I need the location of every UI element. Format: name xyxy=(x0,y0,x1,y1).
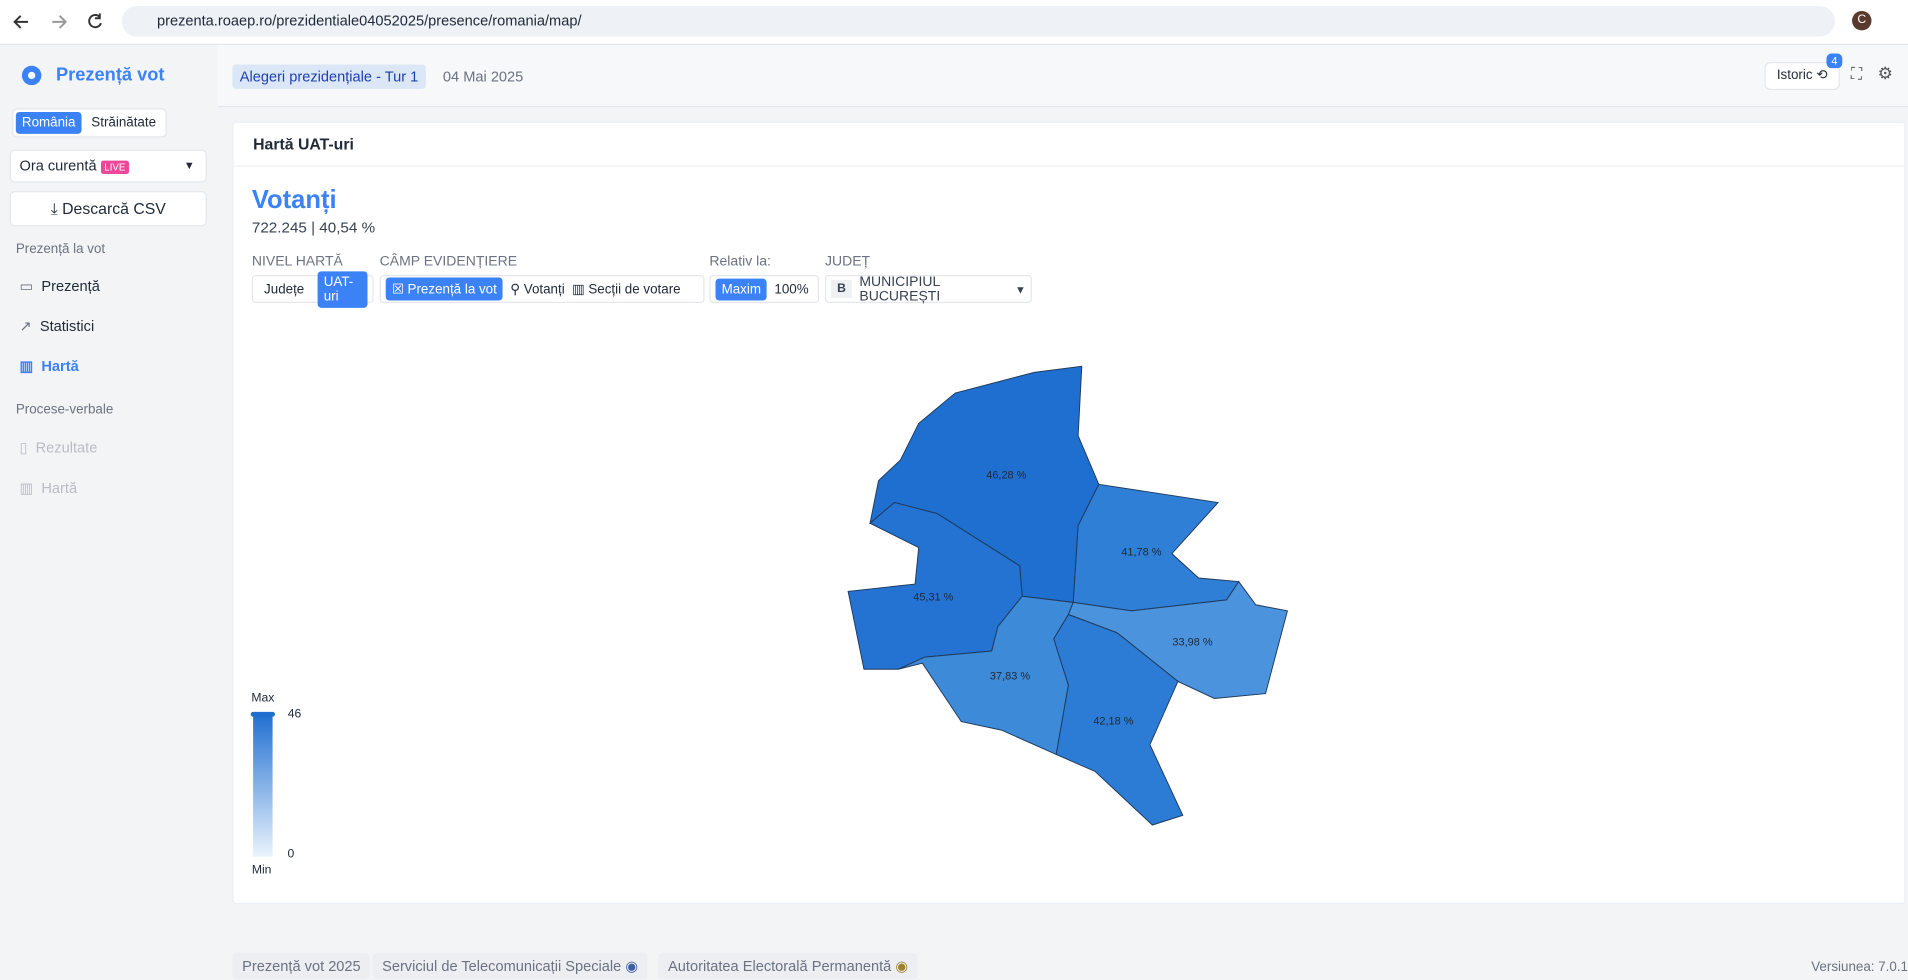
option-label: Prezență la vot xyxy=(407,282,497,297)
nav-label: Hartă xyxy=(41,357,79,375)
section-title: Prezență la vot xyxy=(15,242,106,257)
nav-label: Hartă xyxy=(41,479,78,497)
section-title: Procese-verbale xyxy=(15,402,114,418)
option[interactable]: 100% xyxy=(774,281,809,297)
region[interactable] xyxy=(1053,613,1184,826)
region-label: 37,83 % xyxy=(990,670,1030,682)
nav-label: Rezultate xyxy=(35,439,98,457)
county-code: B xyxy=(831,279,853,299)
election-tag: Alegeri prezidențiale - Tur 1 xyxy=(232,64,426,89)
tab[interactable]: Străinătate xyxy=(91,115,157,131)
avatar[interactable]: C xyxy=(1852,10,1872,31)
download-label: Descarcă CSV xyxy=(62,199,166,218)
legend-marker xyxy=(250,711,276,717)
nav-item[interactable]: ▭ Prezență xyxy=(19,277,100,295)
footer-label: Autoritatea Electorală Permanentă xyxy=(668,957,892,975)
footer-item: Prezență vot 2025 xyxy=(232,952,371,980)
region-label: 41,78 % xyxy=(1121,546,1161,558)
region-label: 42,18 % xyxy=(1093,715,1133,727)
brand-logo xyxy=(21,65,42,86)
legend-min: Min xyxy=(252,862,272,876)
nav-item[interactable]: ▯ Rezultate xyxy=(19,439,98,457)
fullscreen-button[interactable]: ⛶ xyxy=(1850,64,1862,83)
option[interactable]: UAT-uri xyxy=(317,270,368,308)
option[interactable]: ⚲ Votanți xyxy=(510,282,565,297)
browser-bar: prezenta.roaep.ro/prezidentiale04052025/… xyxy=(0,0,1908,46)
footer-item[interactable]: Serviciul de Telecomunicații Speciale ◉ xyxy=(372,952,648,980)
time-label: Ora curentă xyxy=(19,156,97,175)
control-label: Relativ la: xyxy=(709,254,771,269)
legend-max-value: 46 xyxy=(288,707,302,721)
region-label: 46,28 % xyxy=(986,470,1026,482)
sidebar: Prezență vot România Străinătate Ora cure… xyxy=(0,45,217,978)
settings-button[interactable]: ⚙ xyxy=(1877,63,1893,83)
region-label: 33,98 % xyxy=(1172,636,1212,648)
address-bar[interactable]: prezenta.roaep.ro/prezidentiale04052025/… xyxy=(121,6,1835,37)
option[interactable]: ☒ Prezență la vot xyxy=(385,277,503,301)
level-toggle: Județe UAT-uri xyxy=(251,270,374,308)
region-label: 45,31 % xyxy=(913,591,953,603)
relative-toggle: Maxim 100% xyxy=(709,275,819,303)
tab[interactable]: România xyxy=(15,111,82,134)
footer-label: Serviciul de Telecomunicații Speciale xyxy=(382,957,622,975)
legend-bar xyxy=(253,713,273,857)
version: Versiunea: 7.0.1 xyxy=(1811,960,1908,975)
option[interactable]: Maxim xyxy=(715,278,768,300)
card-title: Hartă UAT-uri xyxy=(253,135,354,154)
nav-item[interactable]: ▥ Hartă xyxy=(19,357,79,375)
brand: Prezență vot xyxy=(55,64,165,86)
nav-item[interactable]: ▥ Hartă xyxy=(19,479,78,497)
nav-item[interactable]: ↗ Statistici xyxy=(19,317,95,335)
metric-count: 722.245 xyxy=(251,219,307,237)
country-tabs: România Străinătate xyxy=(12,108,167,138)
metric-title: Votanți xyxy=(251,186,337,215)
option[interactable]: ▥ Secții de votare xyxy=(571,282,681,297)
legend-max: Max xyxy=(251,691,274,705)
control-label: CÂMP EVIDENȚIERE xyxy=(379,254,518,269)
field-toggle: ☒ Prezență la vot ⚲ Votanți ▥ Secții de vo… xyxy=(379,275,705,303)
option[interactable]: Județe xyxy=(264,281,305,297)
url: prezenta.roaep.ro/prezidentiale04052025/… xyxy=(156,12,582,30)
legend-min-value: 0 xyxy=(287,846,294,860)
option-label: Votanți xyxy=(523,282,565,297)
nav-label: Prezență xyxy=(41,277,100,295)
date: 04 Mai 2025 xyxy=(442,68,524,86)
history-label: Istoric xyxy=(1776,68,1813,83)
topbar: Alegeri prezidențiale - Tur 1 04 Mai 202… xyxy=(217,45,1908,108)
metric-summary: 722.245 | 40,54 % xyxy=(251,219,376,237)
footer-item[interactable]: Autoritatea Electorală Permanentă ◉ xyxy=(658,952,918,980)
time-select[interactable]: Ora curentă LIVE ▼ xyxy=(9,149,207,183)
nav-label: Statistici xyxy=(39,317,95,335)
control-label: JUDEȚ xyxy=(825,254,871,269)
county-select[interactable]: B MUNICIPIUL BUCUREȘTI ▼ xyxy=(825,274,1032,304)
control-label: NIVEL HARTĂ xyxy=(251,254,343,269)
card-header xyxy=(233,123,1905,167)
nav-buttons[interactable] xyxy=(10,10,107,34)
download-button[interactable]: ⤓ Descarcă CSV xyxy=(9,191,207,227)
county-name: MUNICIPIUL BUCUREȘTI xyxy=(859,274,941,304)
metric-percent: 40,54 % xyxy=(319,219,376,237)
history-badge: 4 xyxy=(1826,53,1843,69)
option-label: Secții de votare xyxy=(588,282,681,297)
live-badge: LIVE xyxy=(100,160,130,175)
